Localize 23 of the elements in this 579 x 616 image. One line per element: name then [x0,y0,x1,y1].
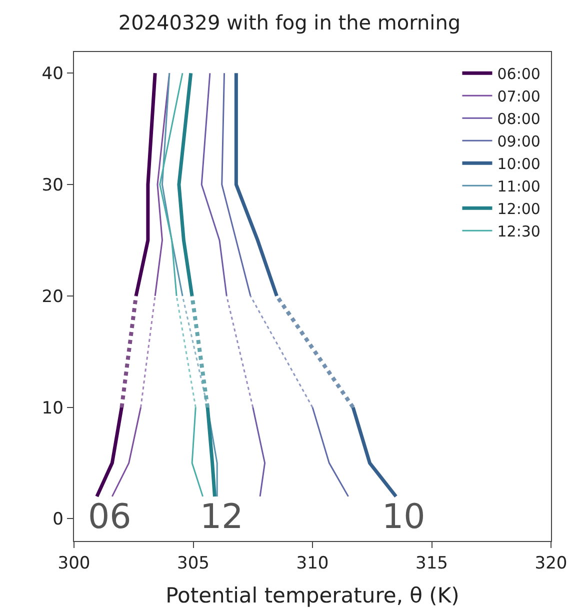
x-tick-label: 315 [416,554,448,574]
legend-label: 11:00 [497,177,540,196]
annotation: 12 [200,497,244,537]
y-tick-label: 10 [42,398,64,418]
x-tick-label: 320 [534,554,568,574]
y-tick-label: 40 [42,64,64,84]
x-tick-label: 305 [177,554,210,574]
y-tick-label: 30 [42,176,64,196]
legend-label: 09:00 [497,132,540,150]
legend-label: 07:00 [497,87,540,106]
y-tick-label: 20 [42,286,64,307]
legend-label: 10:00 [497,154,540,173]
chart-title: 20240329 with fog in the morning [118,10,461,34]
legend-label: 08:00 [497,110,540,128]
x-tick-label: 310 [296,554,329,574]
x-axis-title: Potential temperature, θ (K) [166,584,460,608]
legend-label: 12:00 [497,200,540,218]
annotation: 10 [382,497,426,537]
legend-label: 12:30 [497,222,540,240]
x-tick-label: 300 [58,554,90,574]
legend-label: 06:00 [497,64,540,83]
annotation: 06 [88,497,132,537]
y-tick-label: 0 [52,510,64,530]
